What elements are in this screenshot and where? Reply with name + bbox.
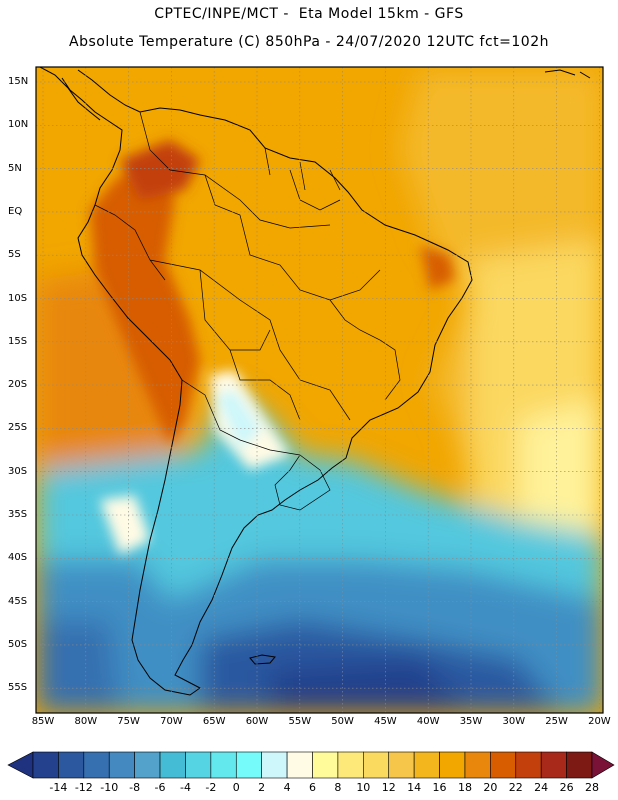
lon-label: 20W [588,716,611,727]
colorbar-swatch [58,751,85,779]
colorbar-label: -6 [154,781,166,794]
colorbar-label: -4 [179,781,191,794]
lat-label: 50S [8,638,28,650]
lat-label: 35S [8,509,28,520]
colorbar-label: -10 [100,781,119,794]
lat-label: 10S [8,292,28,304]
field-north-hot [120,140,200,200]
colorbar-swatch [185,751,212,779]
colorbar-swatch [388,751,415,779]
colorbar-label: -8 [129,781,141,794]
colorbar-label: 18 [457,781,472,794]
lat-label: 5N [8,162,22,174]
graticule [36,67,603,713]
caribbean-islands [544,69,591,79]
lat-label: 45S [8,595,28,607]
country-borders [94,111,401,511]
colorbar-label: 28 [585,781,599,794]
field-cold-west [36,620,120,713]
field-andes-warm [90,160,200,445]
map-frame [35,66,604,714]
lon-label: 40W [416,716,440,727]
colorbar-swatch [286,751,313,779]
colorbar-swatch [464,751,491,779]
colorbar-swatch [210,751,237,779]
colorbar-label: -12 [74,781,93,794]
lon-label: 65W [202,716,226,727]
colorbar-swatch [566,751,593,779]
colorbar-swatch [439,751,466,779]
colorbar-label: 8 [334,781,342,794]
lon-label: 45W [374,716,397,727]
colorbar-swatch [490,751,517,779]
lon-label: 25W [545,716,568,727]
central-america-outline [39,67,101,121]
colorbar-swatch [413,751,440,779]
colorbar-swatch [83,751,110,779]
lat-label: 5S [8,249,21,261]
lon-label: 30W [502,716,526,727]
lat-label: 20S [8,379,28,391]
colorbar-label: 16 [432,781,447,794]
colorbar-label: 6 [309,781,316,794]
colorbar-label: 0 [232,781,240,794]
field-chile-warm-patch [100,495,150,555]
colorbar-swatch [337,751,364,779]
colorbar-label: 2 [258,781,266,794]
lon-label: 55W [288,716,312,727]
colorbar-swatch [235,751,262,779]
field-cold-deep [270,660,470,713]
title-line-1: CPTEC/INPE/MCT - Eta Model 15km - GFS [154,6,464,22]
lat-label: 10N [8,119,29,131]
colorbar-label: 12 [381,781,396,794]
colorbar-label: 4 [283,781,291,794]
lat-label: 30S [8,465,28,477]
field-northeast-warm [420,245,455,290]
lon-label: 50W [331,716,354,727]
lat-label: 55S [8,682,28,694]
lon-label: 60W [245,716,269,727]
colorbar-label: -2 [205,781,217,794]
colorbar-swatch [261,751,288,779]
colorbar-swatch [312,751,339,779]
colorbar [7,751,615,779]
colorbar-label: 24 [534,781,549,794]
title-line-2: Absolute Temperature (C) 850hPa - 24/07/… [69,34,549,50]
colorbar-swatch [134,751,161,779]
colorbar-label: 20 [483,781,498,794]
colorbar-low-arrow [7,751,34,779]
colorbar-label: 22 [508,781,523,794]
lon-label: 70W [160,716,183,727]
field-light-yellow [520,400,603,540]
colorbar-swatch [540,751,567,779]
colorbar-swatch [32,751,59,779]
lon-label: 80W [74,716,98,727]
temperature-map [35,66,604,714]
colorbar-swatch [515,751,542,779]
colorbar-swatch [159,751,186,779]
lat-label: EQ [8,205,23,217]
lon-label: 35W [459,716,483,727]
colorbar-high-arrow [591,751,615,779]
continent-outline [61,69,473,696]
lat-label: 25S [8,422,28,434]
colorbar-swatch [363,751,390,779]
colorbar-label: 10 [356,781,371,794]
lon-label: 85W [31,716,55,727]
colorbar-label: 26 [559,781,574,794]
lat-label: 15N [8,76,29,87]
lat-label: 15S [8,335,28,347]
falklands-outline [249,654,276,665]
colorbar-label: 14 [407,781,422,794]
colorbar-label: -14 [49,781,68,794]
colorbar-swatch [108,751,135,779]
lon-label: 75W [117,716,140,727]
field-cold-tongue [215,390,262,450]
lat-label: 40S [8,552,28,564]
